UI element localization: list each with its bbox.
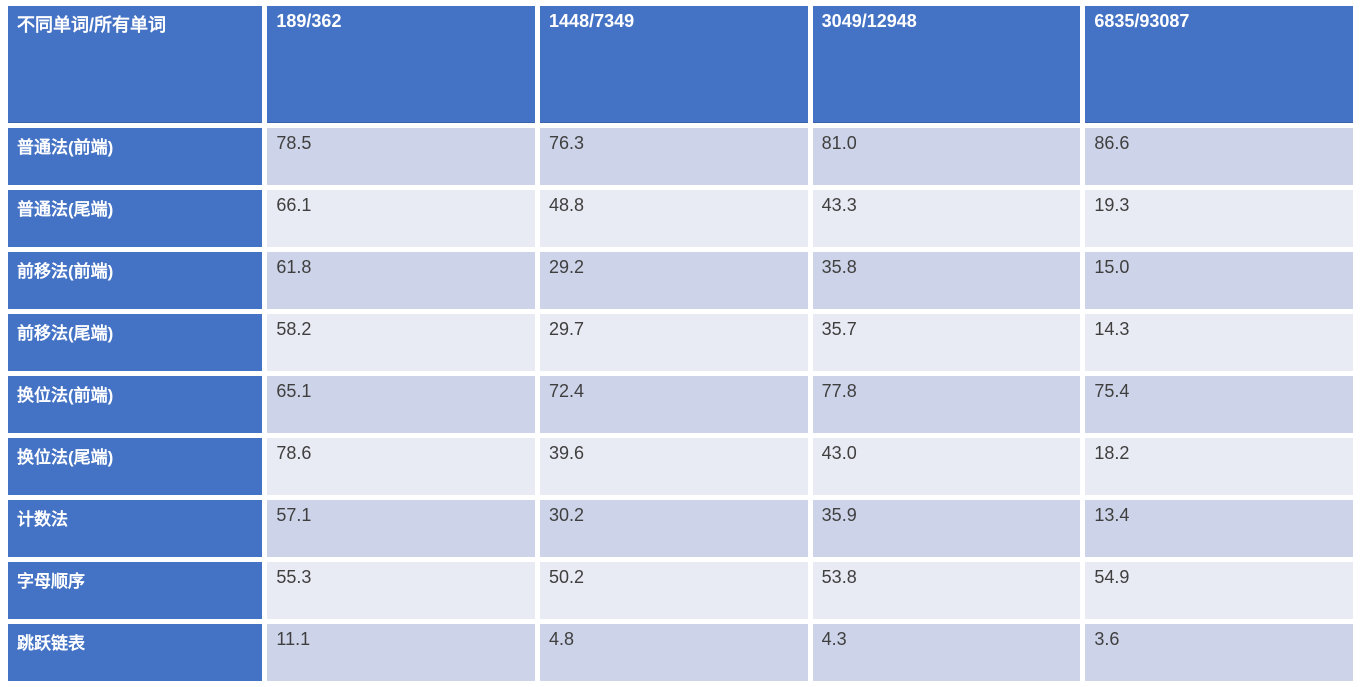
data-cell: 19.3	[1085, 190, 1353, 247]
data-cell: 57.1	[267, 500, 536, 557]
data-cell: 4.3	[812, 624, 1081, 681]
header-row: 不同单词/所有单词 189/362 1448/7349 3049/12948 6…	[8, 6, 1353, 123]
data-cell: 55.3	[267, 562, 536, 619]
row-label: 普通法(前端)	[8, 128, 263, 185]
table-row: 普通法(尾端) 66.1 48.8 43.3 19.3	[8, 190, 1353, 247]
table-row: 换位法(尾端) 78.6 39.6 43.0 18.2	[8, 438, 1353, 495]
data-cell: 78.5	[267, 128, 536, 185]
column-header: 1448/7349	[540, 6, 808, 123]
row-label: 前移法(尾端)	[8, 314, 263, 371]
row-label: 前移法(前端)	[8, 252, 263, 309]
row-label: 普通法(尾端)	[8, 190, 263, 247]
data-cell: 13.4	[1085, 500, 1353, 557]
data-cell: 78.6	[267, 438, 536, 495]
data-cell: 76.3	[540, 128, 808, 185]
table-row: 跳跃链表 11.1 4.8 4.3 3.6	[8, 624, 1353, 681]
table-row: 计数法 57.1 30.2 35.9 13.4	[8, 500, 1353, 557]
table-row: 普通法(前端) 78.5 76.3 81.0 86.6	[8, 128, 1353, 185]
data-cell: 4.8	[540, 624, 808, 681]
data-cell: 35.8	[812, 252, 1081, 309]
data-cell: 65.1	[267, 376, 536, 433]
data-cell: 72.4	[540, 376, 808, 433]
column-header: 6835/93087	[1085, 6, 1353, 123]
table-row: 字母顺序 55.3 50.2 53.8 54.9	[8, 562, 1353, 619]
row-label: 换位法(前端)	[8, 376, 263, 433]
data-table: 不同单词/所有单词 189/362 1448/7349 3049/12948 6…	[3, 1, 1358, 686]
row-label: 字母顺序	[8, 562, 263, 619]
data-cell: 48.8	[540, 190, 808, 247]
table-row: 换位法(前端) 65.1 72.4 77.8 75.4	[8, 376, 1353, 433]
data-cell: 39.6	[540, 438, 808, 495]
row-label: 换位法(尾端)	[8, 438, 263, 495]
data-cell: 66.1	[267, 190, 536, 247]
data-cell: 81.0	[812, 128, 1081, 185]
table-row: 前移法(前端) 61.8 29.2 35.8 15.0	[8, 252, 1353, 309]
data-cell: 29.2	[540, 252, 808, 309]
table-row: 前移法(尾端) 58.2 29.7 35.7 14.3	[8, 314, 1353, 371]
data-cell: 35.9	[812, 500, 1081, 557]
data-cell: 50.2	[540, 562, 808, 619]
data-cell: 86.6	[1085, 128, 1353, 185]
data-cell: 30.2	[540, 500, 808, 557]
column-header: 3049/12948	[812, 6, 1081, 123]
data-cell: 53.8	[812, 562, 1081, 619]
column-header: 189/362	[267, 6, 536, 123]
data-cell: 77.8	[812, 376, 1081, 433]
row-label: 跳跃链表	[8, 624, 263, 681]
data-cell: 75.4	[1085, 376, 1353, 433]
data-cell: 11.1	[267, 624, 536, 681]
data-cell: 14.3	[1085, 314, 1353, 371]
data-cell: 35.7	[812, 314, 1081, 371]
data-cell: 29.7	[540, 314, 808, 371]
data-cell: 58.2	[267, 314, 536, 371]
row-label: 计数法	[8, 500, 263, 557]
data-cell: 15.0	[1085, 252, 1353, 309]
data-cell: 54.9	[1085, 562, 1353, 619]
data-cell: 61.8	[267, 252, 536, 309]
data-cell: 43.0	[812, 438, 1081, 495]
corner-header-cell: 不同单词/所有单词	[8, 6, 263, 123]
data-cell: 43.3	[812, 190, 1081, 247]
data-cell: 18.2	[1085, 438, 1353, 495]
data-cell: 3.6	[1085, 624, 1353, 681]
